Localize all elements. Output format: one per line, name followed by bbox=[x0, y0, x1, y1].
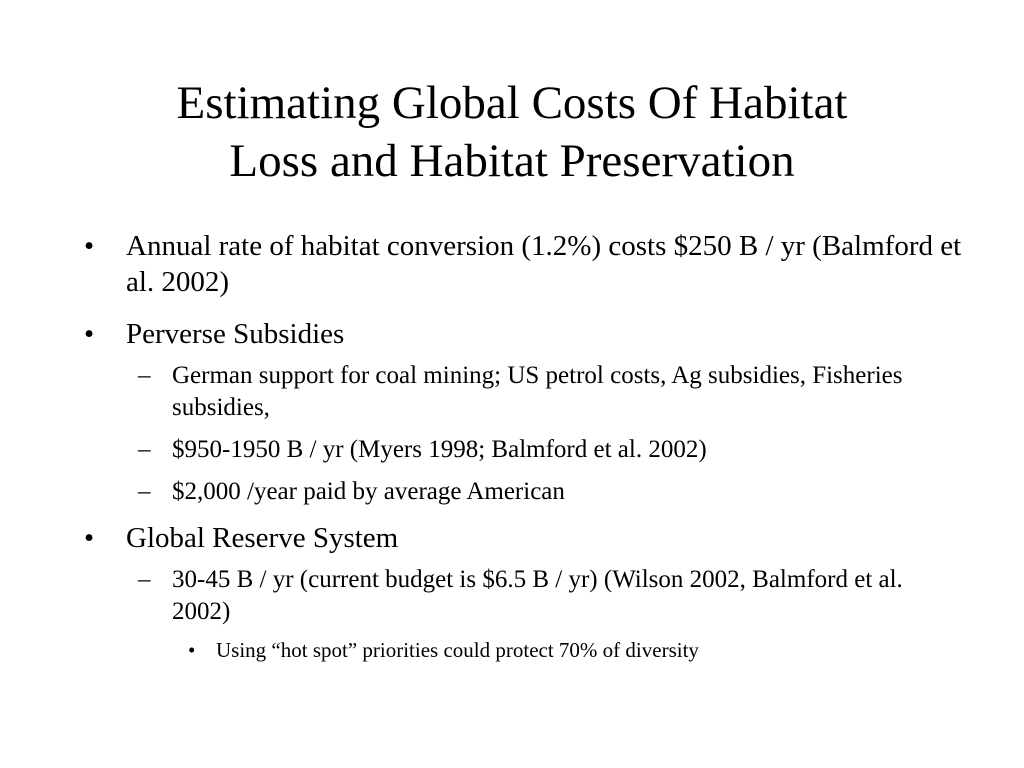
bullet-item-2: • Perverse Subsidies – German support fo… bbox=[84, 316, 964, 508]
bullet-item-1: • Annual rate of habitat conversion (1.2… bbox=[84, 228, 964, 300]
sub-item-3-1-sublist: • Using “hot spot” priorities could prot… bbox=[172, 636, 964, 664]
sub-sub-item-3-1-1: • Using “hot spot” priorities could prot… bbox=[172, 636, 964, 664]
bullet-icon: • bbox=[84, 318, 95, 350]
bullet-item-2-sublist: – German support for coal mining; US pet… bbox=[126, 360, 964, 508]
bullet-icon: • bbox=[84, 522, 95, 554]
sub-item-2-3: – $2,000 /year paid by average American bbox=[126, 476, 964, 508]
sub-item-3-1-text: 30-45 B / yr (current budget is $6.5 B /… bbox=[172, 566, 903, 625]
bullet-item-2-text: Perverse Subsidies bbox=[126, 318, 345, 350]
bullet-item-3-sublist: – 30-45 B / yr (current budget is $6.5 B… bbox=[126, 564, 964, 664]
dash-icon: – bbox=[138, 362, 151, 389]
sub-item-2-1: – German support for coal mining; US pet… bbox=[126, 360, 964, 424]
slide-title: Estimating Global Costs Of Habitat Loss … bbox=[60, 74, 964, 190]
slide-title-line-2: Loss and Habitat Preservation bbox=[229, 135, 795, 187]
sub-item-2-3-text: $2,000 /year paid by average American bbox=[172, 478, 565, 505]
bullet-icon: • bbox=[188, 638, 196, 662]
sub-item-3-1: – 30-45 B / yr (current budget is $6.5 B… bbox=[126, 564, 964, 664]
sub-item-2-2-text: $950-1950 B / yr (Myers 1998; Balmford e… bbox=[172, 436, 707, 463]
bullet-item-3: • Global Reserve System – 30-45 B / yr (… bbox=[84, 520, 964, 664]
sub-item-2-2: – $950-1950 B / yr (Myers 1998; Balmford… bbox=[126, 434, 964, 466]
dash-icon: – bbox=[138, 566, 151, 593]
slide-title-line-1: Estimating Global Costs Of Habitat bbox=[176, 77, 848, 129]
sub-item-2-1-text: German support for coal mining; US petro… bbox=[172, 362, 903, 421]
bullet-item-3-text: Global Reserve System bbox=[126, 522, 399, 554]
bullet-item-1-text: Annual rate of habitat conversion (1.2%)… bbox=[126, 230, 962, 298]
sub-sub-item-3-1-1-text: Using “hot spot” priorities could protec… bbox=[216, 638, 699, 662]
slide-body-list: • Annual rate of habitat conversion (1.2… bbox=[84, 228, 964, 676]
bullet-icon: • bbox=[84, 230, 95, 262]
dash-icon: – bbox=[138, 436, 151, 463]
dash-icon: – bbox=[138, 478, 151, 505]
